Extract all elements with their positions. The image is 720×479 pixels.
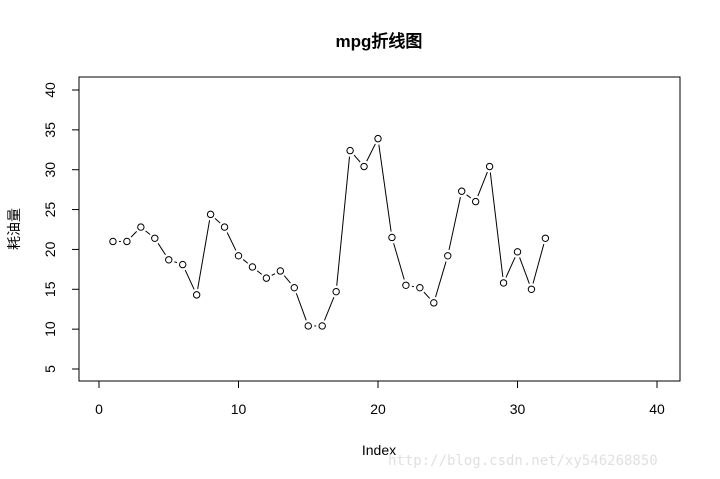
series-segment bbox=[489, 172, 504, 278]
series-segment bbox=[477, 171, 488, 197]
series-segment bbox=[336, 156, 351, 286]
data-point bbox=[458, 187, 466, 195]
series-segment bbox=[393, 243, 405, 280]
data-point bbox=[527, 285, 536, 293]
series-segment bbox=[353, 154, 361, 163]
series-segment bbox=[448, 196, 461, 251]
y-axis-label: 耗油量 bbox=[6, 208, 22, 250]
data-point bbox=[262, 274, 271, 282]
data-point bbox=[137, 223, 145, 231]
data-point bbox=[402, 281, 410, 289]
series-segment bbox=[271, 273, 276, 276]
series-segment bbox=[519, 257, 530, 284]
series-segment bbox=[466, 194, 472, 199]
series-segment bbox=[423, 291, 431, 299]
data-point bbox=[179, 260, 187, 269]
data-point bbox=[499, 279, 508, 287]
data-point bbox=[360, 162, 368, 171]
series-segment bbox=[145, 230, 151, 235]
data-point bbox=[430, 299, 438, 307]
y-tick-label: 40 bbox=[42, 82, 58, 98]
x-tick-label: 0 bbox=[95, 401, 103, 417]
data-point bbox=[513, 248, 522, 256]
data-point bbox=[234, 252, 243, 260]
series-segment bbox=[435, 261, 447, 298]
series-segment bbox=[242, 259, 249, 264]
y-axis: 5 10 15 20 25 30 35 40 bbox=[42, 82, 80, 373]
data-point bbox=[192, 291, 201, 299]
data-series bbox=[109, 134, 550, 330]
data-point bbox=[416, 283, 424, 292]
x-axis: 0 10 20 30 40 bbox=[95, 380, 665, 417]
series-segment bbox=[378, 144, 392, 232]
series-segment bbox=[505, 257, 516, 278]
data-point bbox=[374, 134, 382, 143]
series-segment bbox=[323, 297, 335, 321]
series-segment bbox=[197, 220, 211, 290]
series-segment bbox=[214, 218, 221, 224]
series-segment bbox=[283, 275, 291, 284]
x-tick-label: 10 bbox=[231, 401, 247, 417]
y-tick-label: 10 bbox=[42, 321, 58, 337]
x-axis-label: Index bbox=[362, 442, 396, 458]
data-point bbox=[388, 233, 396, 242]
watermark: http://blog.csdn.net/xy546268850 bbox=[388, 453, 658, 469]
data-point bbox=[304, 322, 312, 330]
data-point bbox=[332, 287, 340, 296]
series-segment bbox=[256, 270, 263, 275]
data-point bbox=[485, 162, 494, 171]
series-segment bbox=[295, 293, 307, 321]
y-tick-label: 35 bbox=[42, 122, 58, 138]
data-point bbox=[151, 234, 159, 242]
x-tick-label: 20 bbox=[370, 401, 386, 417]
series-segment bbox=[174, 261, 178, 264]
series-segment bbox=[366, 143, 376, 162]
series-segment bbox=[157, 243, 166, 256]
data-point bbox=[346, 146, 354, 155]
data-point bbox=[109, 237, 117, 246]
series-segment bbox=[184, 269, 195, 290]
data-point bbox=[444, 252, 452, 260]
x-tick-label: 40 bbox=[649, 401, 665, 417]
series-segment bbox=[130, 231, 138, 238]
data-point bbox=[276, 267, 285, 275]
x-tick-label: 30 bbox=[510, 401, 526, 417]
data-point bbox=[290, 283, 298, 292]
series-segment bbox=[532, 243, 545, 284]
y-tick-label: 15 bbox=[42, 281, 58, 297]
data-point bbox=[165, 256, 173, 264]
chart-title: mpg折线图 bbox=[336, 31, 423, 51]
y-tick-label: 20 bbox=[42, 241, 58, 257]
y-tick-label: 25 bbox=[42, 202, 58, 218]
data-point bbox=[248, 263, 257, 271]
data-point bbox=[318, 322, 326, 330]
series-segment bbox=[226, 232, 237, 251]
data-point bbox=[220, 223, 229, 231]
data-point bbox=[206, 210, 215, 219]
data-point bbox=[123, 237, 131, 246]
y-tick-label: 5 bbox=[42, 365, 58, 373]
data-point bbox=[471, 197, 480, 206]
data-point bbox=[541, 234, 550, 242]
y-tick-label: 30 bbox=[42, 162, 58, 178]
plot-frame bbox=[78, 76, 681, 382]
